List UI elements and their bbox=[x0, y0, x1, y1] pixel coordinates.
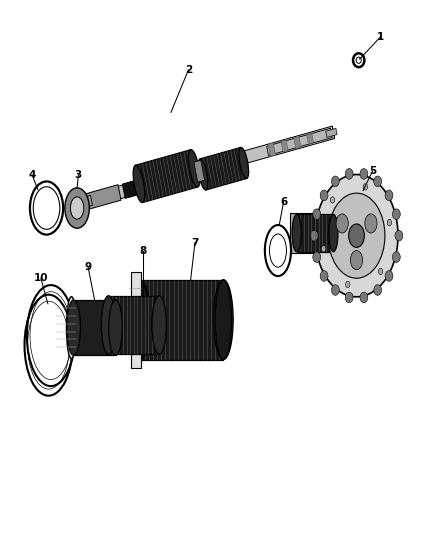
Polygon shape bbox=[268, 143, 276, 157]
Ellipse shape bbox=[374, 285, 381, 295]
Ellipse shape bbox=[67, 300, 81, 356]
Ellipse shape bbox=[374, 176, 381, 187]
Ellipse shape bbox=[349, 224, 364, 247]
Polygon shape bbox=[74, 300, 116, 356]
Ellipse shape bbox=[71, 197, 84, 219]
Ellipse shape bbox=[188, 150, 200, 187]
Ellipse shape bbox=[321, 246, 326, 252]
Ellipse shape bbox=[313, 209, 321, 220]
Ellipse shape bbox=[387, 220, 392, 226]
Ellipse shape bbox=[328, 193, 385, 278]
Text: 10: 10 bbox=[34, 273, 48, 283]
Polygon shape bbox=[141, 280, 223, 360]
Ellipse shape bbox=[336, 214, 348, 233]
Ellipse shape bbox=[215, 280, 232, 360]
Ellipse shape bbox=[330, 197, 335, 203]
Ellipse shape bbox=[350, 251, 363, 270]
Ellipse shape bbox=[332, 285, 339, 295]
Ellipse shape bbox=[385, 190, 393, 200]
Polygon shape bbox=[131, 272, 141, 368]
Ellipse shape bbox=[67, 297, 76, 359]
Ellipse shape bbox=[313, 252, 321, 262]
Ellipse shape bbox=[360, 168, 368, 179]
Ellipse shape bbox=[132, 280, 148, 360]
Polygon shape bbox=[109, 296, 159, 354]
Polygon shape bbox=[77, 126, 335, 210]
Text: 5: 5 bbox=[369, 166, 376, 176]
Polygon shape bbox=[307, 133, 314, 144]
Text: 4: 4 bbox=[28, 170, 36, 180]
Ellipse shape bbox=[360, 292, 368, 303]
Ellipse shape bbox=[320, 190, 328, 200]
Text: 1: 1 bbox=[377, 32, 384, 42]
Ellipse shape bbox=[392, 252, 400, 262]
Text: 6: 6 bbox=[280, 197, 287, 207]
Ellipse shape bbox=[292, 214, 301, 252]
Polygon shape bbox=[200, 148, 247, 190]
Ellipse shape bbox=[109, 300, 122, 356]
Text: 2: 2 bbox=[185, 65, 192, 75]
Ellipse shape bbox=[378, 268, 383, 274]
Ellipse shape bbox=[310, 230, 318, 241]
Ellipse shape bbox=[65, 188, 89, 228]
Ellipse shape bbox=[392, 209, 400, 220]
Polygon shape bbox=[194, 160, 205, 182]
Polygon shape bbox=[326, 128, 337, 138]
Polygon shape bbox=[123, 180, 141, 198]
Ellipse shape bbox=[214, 280, 233, 360]
Ellipse shape bbox=[329, 214, 338, 252]
Text: 8: 8 bbox=[139, 246, 146, 255]
Ellipse shape bbox=[101, 296, 116, 354]
Polygon shape bbox=[290, 213, 340, 253]
Ellipse shape bbox=[315, 174, 398, 297]
Ellipse shape bbox=[385, 271, 393, 281]
Polygon shape bbox=[135, 150, 198, 203]
Text: 7: 7 bbox=[191, 238, 199, 247]
Ellipse shape bbox=[133, 165, 145, 203]
Ellipse shape bbox=[345, 292, 353, 303]
Ellipse shape bbox=[363, 184, 367, 190]
Ellipse shape bbox=[131, 280, 150, 360]
Ellipse shape bbox=[395, 230, 403, 241]
Ellipse shape bbox=[345, 168, 353, 179]
Polygon shape bbox=[267, 128, 332, 156]
Polygon shape bbox=[294, 136, 301, 149]
Ellipse shape bbox=[365, 214, 377, 233]
Polygon shape bbox=[77, 196, 92, 209]
Ellipse shape bbox=[198, 159, 208, 190]
Text: 9: 9 bbox=[85, 262, 92, 271]
Ellipse shape bbox=[320, 271, 328, 281]
Ellipse shape bbox=[332, 176, 339, 187]
Polygon shape bbox=[297, 214, 333, 252]
Ellipse shape bbox=[346, 281, 350, 288]
Polygon shape bbox=[82, 184, 121, 210]
Ellipse shape bbox=[239, 147, 249, 179]
Text: 3: 3 bbox=[75, 170, 82, 180]
Polygon shape bbox=[281, 140, 288, 152]
Ellipse shape bbox=[152, 296, 166, 354]
